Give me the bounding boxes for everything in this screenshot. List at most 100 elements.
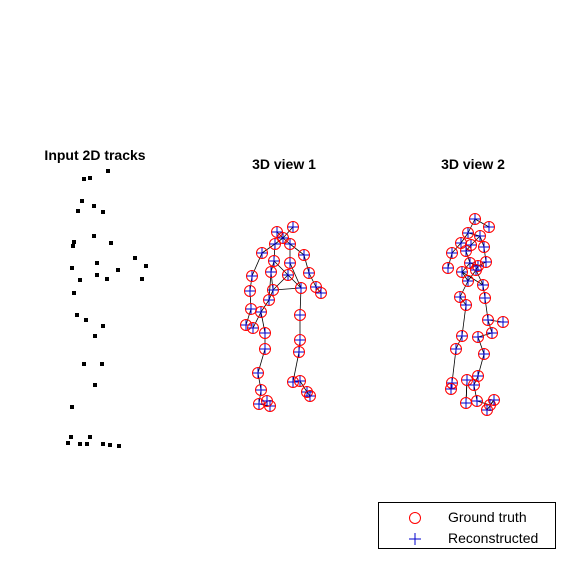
track-point bbox=[75, 313, 79, 317]
skeleton-bone bbox=[273, 260, 289, 276]
reconstructed-marker bbox=[256, 307, 266, 317]
track-point bbox=[70, 405, 74, 409]
track-point bbox=[76, 209, 80, 213]
reconstructed-marker bbox=[285, 258, 295, 268]
reconstructed-marker bbox=[475, 231, 485, 241]
track-point bbox=[85, 442, 89, 446]
ground-truth-marker bbox=[294, 375, 306, 387]
reconstructed-marker bbox=[241, 320, 251, 330]
ground-truth-marker bbox=[442, 262, 454, 274]
reconstructed-marker bbox=[482, 405, 492, 415]
ground-truth-marker bbox=[497, 316, 509, 328]
ground-truth-marker bbox=[246, 270, 258, 282]
panel-title-3d-view-1: 3D view 1 bbox=[252, 156, 316, 172]
track-point bbox=[105, 277, 109, 281]
ground-truth-marker bbox=[478, 348, 490, 360]
3d-view-2-plot bbox=[442, 213, 509, 416]
track-point bbox=[66, 441, 70, 445]
ground-truth-marker bbox=[259, 327, 271, 339]
track-point bbox=[84, 318, 88, 322]
ground-truth-marker bbox=[255, 384, 267, 396]
reconstructed-marker bbox=[305, 391, 315, 401]
ground-truth-marker bbox=[255, 306, 267, 318]
reconstructed-marker bbox=[253, 368, 263, 378]
skeleton-bone bbox=[282, 226, 294, 239]
track-point bbox=[92, 204, 96, 208]
reconstructed-marker bbox=[283, 270, 293, 280]
legend-label-reconstructed: Reconstructed bbox=[448, 530, 539, 546]
reconstructed-marker bbox=[316, 288, 326, 298]
track-point bbox=[80, 199, 84, 203]
ground-truth-marker bbox=[462, 275, 474, 287]
ground-truth-marker bbox=[454, 291, 466, 303]
reconstructed-marker bbox=[285, 239, 295, 249]
track-point bbox=[109, 241, 113, 245]
reconstructed-marker bbox=[264, 295, 274, 305]
reconstructed-marker bbox=[260, 344, 270, 354]
ground-truth-marker bbox=[304, 390, 316, 402]
skeleton-bone bbox=[460, 232, 469, 244]
track-point bbox=[101, 442, 105, 446]
reconstructed-marker bbox=[472, 396, 482, 406]
skeleton-bone bbox=[272, 274, 289, 291]
ground-truth-marker bbox=[474, 230, 486, 242]
ground-truth-marker bbox=[293, 346, 305, 358]
ground-truth-marker bbox=[256, 247, 268, 259]
reconstructed-marker bbox=[469, 380, 479, 390]
reconstructed-marker bbox=[288, 222, 298, 232]
reconstructed-marker bbox=[461, 300, 471, 310]
skeleton-bone bbox=[274, 237, 284, 245]
ground-truth-marker bbox=[263, 294, 275, 306]
ground-truth-marker bbox=[282, 269, 294, 281]
skeleton-bone bbox=[475, 269, 484, 286]
reconstructed-marker bbox=[256, 385, 266, 395]
reconstructed-marker bbox=[479, 242, 489, 252]
track-point bbox=[70, 266, 74, 270]
reconstructed-marker bbox=[489, 395, 499, 405]
ground-truth-marker bbox=[450, 343, 462, 355]
ground-truth-marker bbox=[294, 309, 306, 321]
reconstructed-marker bbox=[288, 377, 298, 387]
ground-truth-marker bbox=[301, 386, 313, 398]
track-point bbox=[93, 334, 97, 338]
track-point bbox=[78, 442, 82, 446]
track-point bbox=[72, 240, 76, 244]
reconstructed-marker bbox=[473, 371, 483, 381]
reconstructed-marker bbox=[481, 257, 491, 267]
reconstructed-marker bbox=[269, 256, 279, 266]
ground-truth-marker bbox=[315, 287, 327, 299]
reconstructed-marker bbox=[294, 347, 304, 357]
track-point bbox=[106, 169, 110, 173]
track-point bbox=[101, 210, 105, 214]
track-point bbox=[95, 273, 99, 277]
skeleton-bone bbox=[252, 311, 262, 329]
reconstructed-marker bbox=[247, 271, 257, 281]
track-point bbox=[71, 244, 75, 248]
reconstructed-marker bbox=[487, 328, 497, 338]
reconstructed-marker bbox=[270, 239, 280, 249]
track-point bbox=[140, 277, 144, 281]
ground-truth-marker bbox=[486, 327, 498, 339]
ground-truth-marker bbox=[456, 266, 468, 278]
ground-truth-marker bbox=[284, 238, 296, 250]
reconstructed-marker bbox=[473, 261, 483, 271]
ground-truth-marker bbox=[478, 241, 490, 253]
track-point bbox=[95, 261, 99, 265]
skeleton-bone bbox=[467, 269, 477, 282]
legend-label-ground-truth: Ground truth bbox=[448, 509, 527, 525]
reconstructed-marker bbox=[262, 396, 272, 406]
track-point bbox=[88, 176, 92, 180]
ground-truth-marker bbox=[268, 255, 280, 267]
track-point bbox=[93, 383, 97, 387]
legend-item-reconstructed: Reconstructed bbox=[379, 528, 555, 548]
reconstructed-marker bbox=[451, 344, 461, 354]
reconstructed-marker bbox=[483, 315, 493, 325]
skeleton-bone bbox=[251, 252, 263, 277]
skeleton-bone bbox=[451, 242, 462, 254]
skeleton-bone bbox=[477, 332, 493, 338]
ground-truth-marker bbox=[462, 227, 474, 239]
panel-title-input-2d-tracks: Input 2D tracks bbox=[44, 147, 146, 163]
ground-truth-marker bbox=[284, 257, 296, 269]
skeleton-bone bbox=[473, 375, 479, 386]
reconstructed-marker bbox=[461, 246, 471, 256]
